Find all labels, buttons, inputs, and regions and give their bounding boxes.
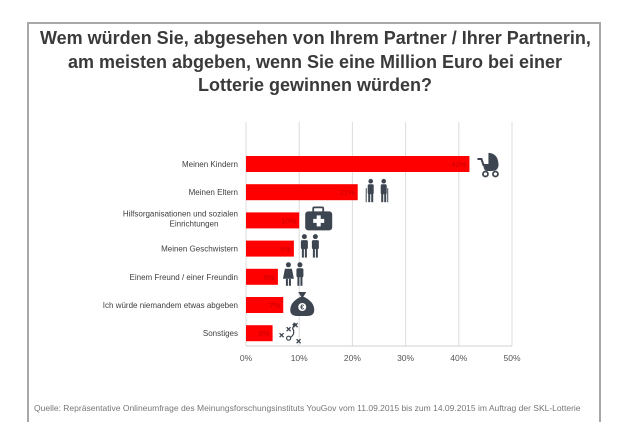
chart-frame	[27, 22, 601, 422]
data-label: 42%	[451, 160, 466, 169]
category-icons: €	[279, 152, 499, 344]
strategy-icon	[279, 322, 302, 344]
bar	[246, 156, 470, 172]
first-aid-kit-icon	[305, 206, 333, 231]
chart-title-line-2: am meisten abgeben, wenn Sie eine Millio…	[67, 51, 563, 72]
category-label: Ich würde niemandem etwas abgeben	[103, 301, 238, 310]
category-label: Sonstiges	[203, 329, 238, 338]
category-label: Hilfsorganisationen und sozialen Einricht…	[123, 209, 238, 228]
data-label: 6%	[264, 273, 275, 282]
category-label: Meinen Geschwistern	[161, 245, 238, 254]
money-bag-icon: €	[290, 292, 315, 316]
category-label-line: Einrichtungen	[170, 219, 219, 228]
elderly-couple-icon	[365, 178, 389, 203]
category-labels: Meinen Kindern Meinen Eltern Hilfsorganisa…	[103, 160, 238, 338]
data-label: 9%	[280, 245, 291, 254]
x-tick-label: 10%	[291, 353, 308, 363]
data-label: 7%	[269, 301, 280, 310]
friends-icon	[282, 262, 304, 286]
chart-title-line-1: Wem würden Sie, abgesehen von Ihrem Part…	[40, 28, 591, 48]
x-tick-label: 40%	[450, 353, 467, 363]
gridlines	[245, 122, 513, 347]
category-label: Einem Freund / einer Freundin	[130, 273, 239, 282]
siblings-icon	[300, 234, 319, 258]
chart-title: Wem würden Sie, abgesehen von Ihrem Part…	[40, 27, 591, 98]
bar	[246, 297, 284, 313]
bars: 42% 21% 10% 9% 6% 7% 5%	[246, 156, 470, 342]
x-tick-label: 30%	[397, 353, 414, 363]
bar-chart: 42% 21% 10% 9% 6% 7% 5% Meinen Kindern Meinen E…	[103, 122, 521, 363]
bar	[246, 212, 300, 229]
data-label: 10%	[281, 216, 296, 225]
x-tick-labels: 0% 10% 20% 30% 40% 50%	[240, 353, 521, 363]
svg-text:€: €	[300, 305, 304, 312]
category-label: Meinen Kindern	[182, 160, 238, 169]
stroller-icon	[477, 152, 499, 178]
x-tick-label: 20%	[344, 353, 361, 363]
data-label: 21%	[340, 188, 355, 197]
bar	[246, 240, 294, 257]
category-label-line: Hilfsorganisationen und sozialen	[123, 209, 238, 218]
bar	[246, 184, 358, 201]
x-tick-label: 0%	[240, 353, 253, 363]
bar	[246, 325, 273, 342]
source-note: Quelle: Repräsentative Onlineumfrage des…	[34, 403, 581, 413]
chart-title-line-3: Lotterie gewinnen würden?	[197, 75, 432, 95]
x-tick-label: 50%	[503, 353, 520, 363]
category-label: Meinen Eltern	[189, 188, 238, 197]
data-label: 5%	[259, 329, 270, 338]
bar	[246, 268, 278, 285]
